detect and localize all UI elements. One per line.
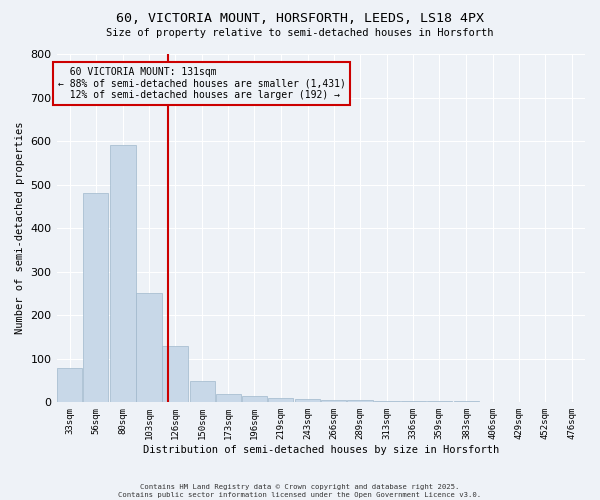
Bar	[347, 400, 373, 402]
Bar	[163, 346, 188, 403]
Bar	[83, 194, 109, 402]
Bar	[110, 146, 136, 402]
X-axis label: Distribution of semi-detached houses by size in Horsforth: Distribution of semi-detached houses by …	[143, 445, 499, 455]
Text: 60, VICTORIA MOUNT, HORSFORTH, LEEDS, LS18 4PX: 60, VICTORIA MOUNT, HORSFORTH, LEEDS, LS…	[116, 12, 484, 26]
Y-axis label: Number of semi-detached properties: Number of semi-detached properties	[15, 122, 25, 334]
Bar	[321, 400, 346, 402]
Bar	[57, 368, 82, 402]
Text: 60 VICTORIA MOUNT: 131sqm
← 88% of semi-detached houses are smaller (1,431)
  12: 60 VICTORIA MOUNT: 131sqm ← 88% of semi-…	[58, 67, 346, 100]
Bar	[268, 398, 293, 402]
Text: Size of property relative to semi-detached houses in Horsforth: Size of property relative to semi-detach…	[106, 28, 494, 38]
Bar	[190, 380, 215, 402]
Bar	[136, 294, 161, 403]
Bar	[374, 400, 400, 402]
Text: Contains HM Land Registry data © Crown copyright and database right 2025.
Contai: Contains HM Land Registry data © Crown c…	[118, 484, 482, 498]
Bar	[242, 396, 267, 402]
Bar	[215, 394, 241, 402]
Bar	[295, 399, 320, 402]
Bar	[401, 401, 426, 402]
